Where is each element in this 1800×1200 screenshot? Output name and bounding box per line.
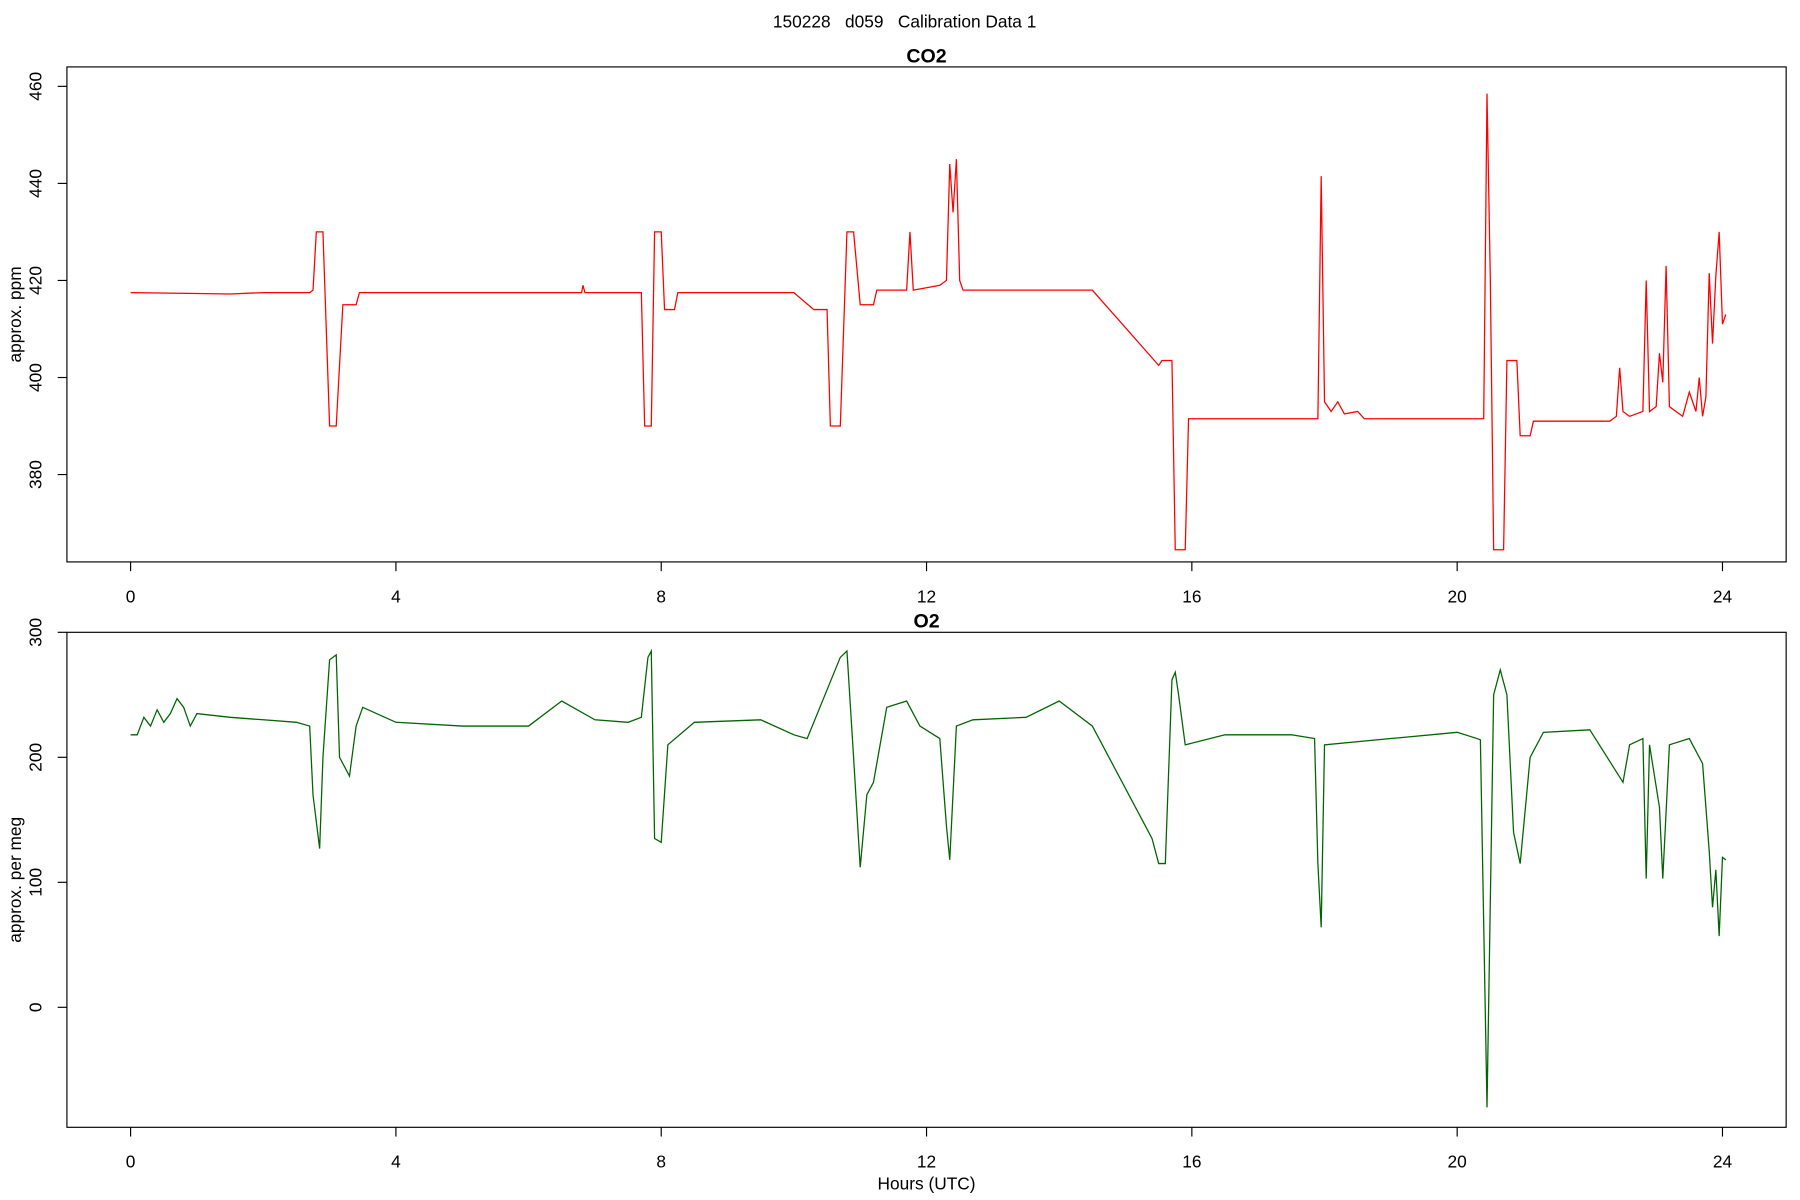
x-tick-label: 8 [656,586,666,606]
y-tick-label: 400 [26,363,46,392]
plot-frame [66,631,1787,1128]
y-axis-label: approx. per meg [5,817,25,943]
y-tick-label: 0 [26,1002,46,1012]
figure-title: 150228 d059 Calibration Data 1 [773,12,1036,32]
y-tick-label: 200 [26,743,46,772]
panel-title: CO2 [906,45,946,67]
x-tick-label: 20 [1448,586,1467,606]
x-tick-label: 8 [656,1152,666,1172]
plot-frame [66,66,1787,563]
y-tick-label: 100 [26,868,46,897]
x-tick-label: 20 [1448,1152,1467,1172]
panel-title: O2 [913,611,939,633]
y-axis-label: approx. ppm [5,266,25,362]
x-tick-label: 16 [1182,586,1201,606]
y-tick-label: 460 [26,72,46,101]
x-tick-label: 4 [391,586,401,606]
data-line [130,93,1727,551]
x-tick-label: 0 [126,586,136,606]
data-line [130,648,1727,1108]
x-tick-label: 12 [917,586,936,606]
x-tick-label: 12 [917,1152,936,1172]
x-tick-label: 4 [391,1152,401,1172]
y-tick-label: 300 [26,618,46,647]
y-tick-label: 380 [26,460,46,489]
y-tick-label: 420 [26,266,46,295]
x-tick-label: 16 [1182,1152,1201,1172]
x-axis-label: Hours (UTC) [878,1174,976,1194]
x-tick-label: 24 [1713,586,1733,606]
x-tick-label: 0 [126,1152,136,1172]
y-tick-label: 440 [26,169,46,198]
x-tick-label: 24 [1713,1152,1733,1172]
